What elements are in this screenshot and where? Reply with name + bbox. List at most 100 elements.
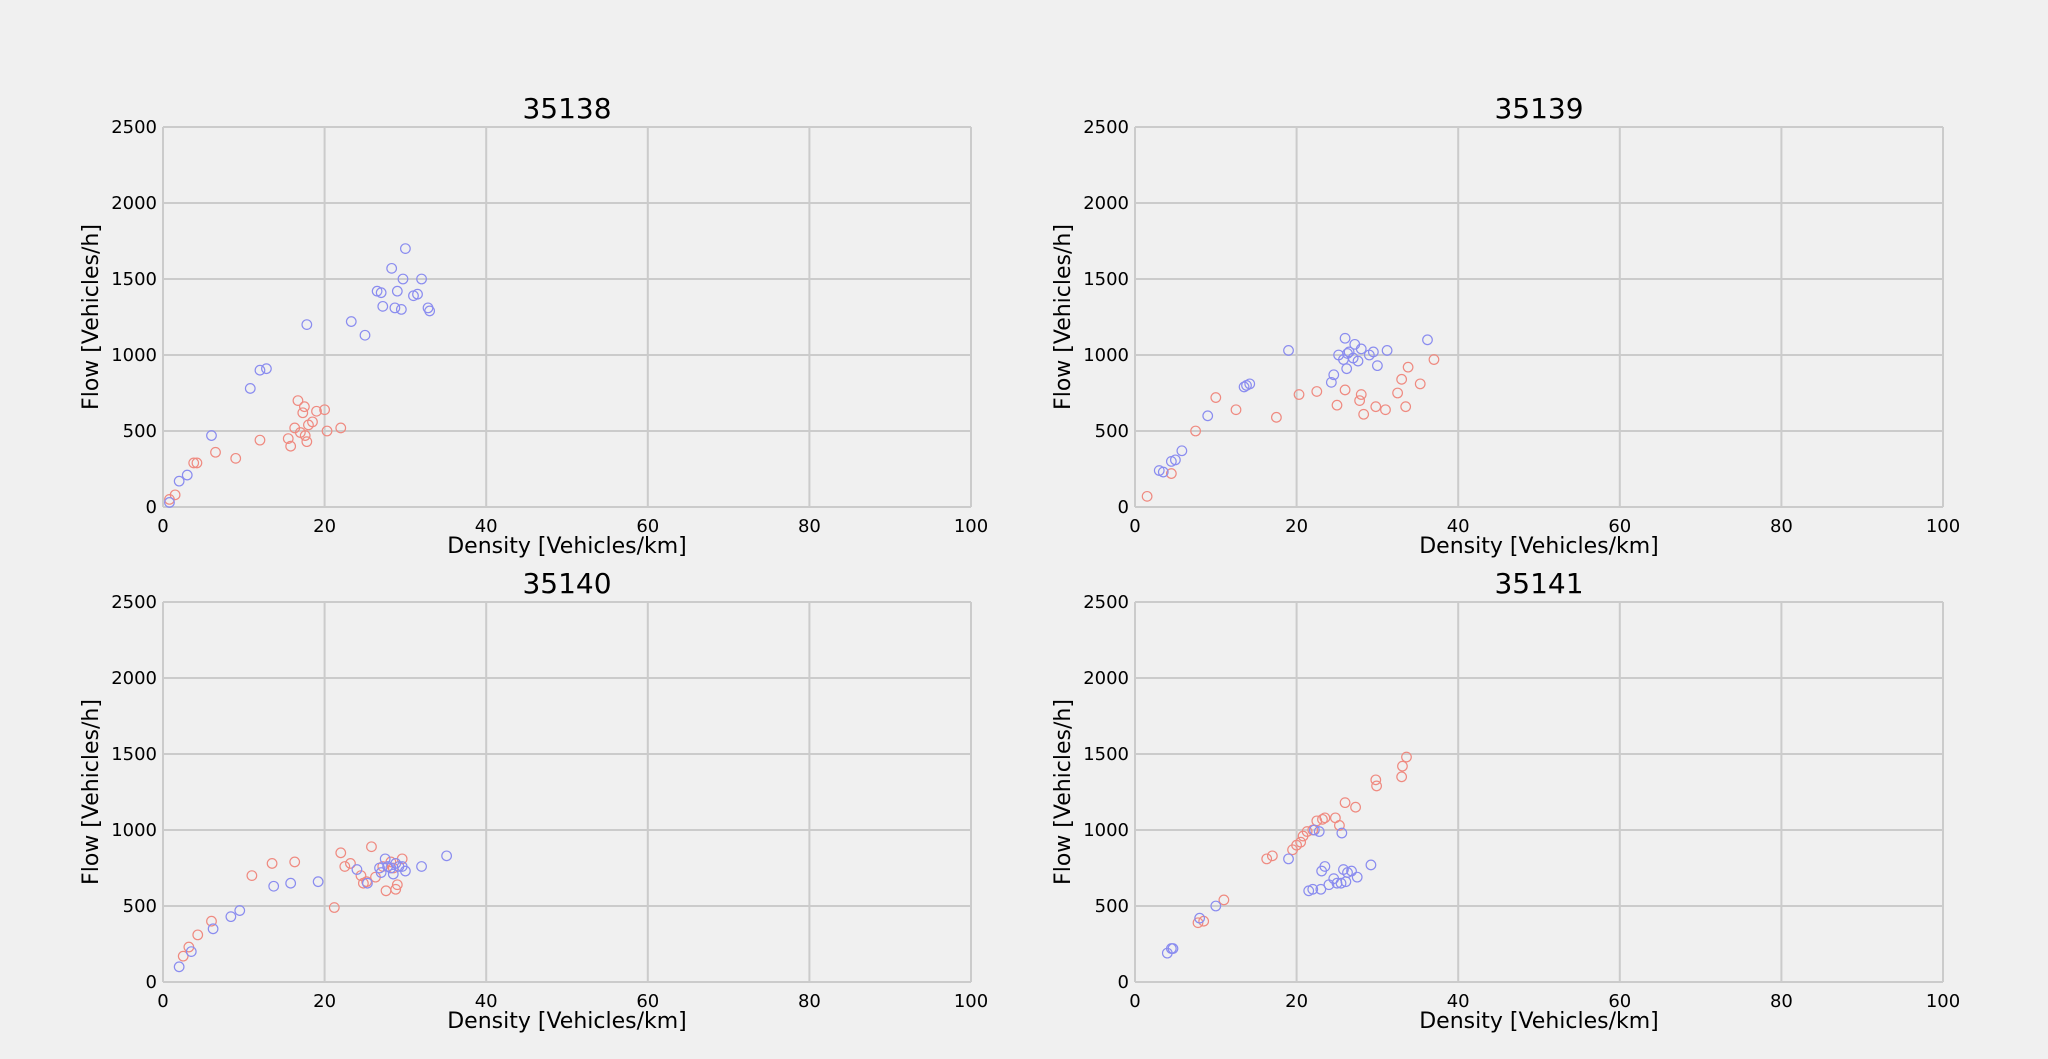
data-point-red — [1266, 850, 1278, 862]
x-tick-label: 40 — [1447, 991, 1470, 1012]
data-point-red — [1319, 812, 1331, 824]
data-point-red — [177, 950, 189, 962]
x-tick-label: 0 — [1129, 516, 1140, 537]
y-tick-label: 1000 — [111, 345, 157, 366]
data-point-blue — [1202, 410, 1214, 422]
data-point-red — [1428, 354, 1440, 365]
data-point-red — [1190, 425, 1201, 437]
data-point-blue — [244, 383, 256, 394]
x-tick-label: 100 — [954, 516, 988, 537]
y-tick-label: 2500 — [111, 592, 157, 613]
data-point-red — [1370, 774, 1382, 786]
data-point-blue — [1283, 853, 1294, 865]
data-point-blue — [400, 243, 411, 255]
data-point-red — [1295, 836, 1307, 848]
data-point-red — [1401, 751, 1412, 763]
data-point-blue — [389, 302, 401, 314]
x-tick-label: 100 — [1926, 516, 1960, 537]
data-point-blue — [390, 858, 402, 869]
data-point-red — [1371, 780, 1382, 792]
data-point-red — [285, 440, 297, 452]
y-tick-label: 0 — [146, 972, 157, 993]
y-tick-label: 1500 — [1083, 744, 1129, 765]
data-point-blue — [268, 880, 280, 892]
y-tick-label: 0 — [1118, 497, 1129, 518]
data-point-blue — [1351, 871, 1363, 883]
series-red — [177, 841, 408, 962]
data-point-blue — [1307, 883, 1319, 895]
series-red — [164, 395, 347, 505]
data-point-red — [1165, 468, 1177, 479]
x-axis-label: Density [Vehicles/km] — [1419, 534, 1659, 559]
data-point-red — [311, 405, 322, 417]
y-tick-label: 1000 — [1083, 345, 1129, 366]
x-axis-label: Density [Vehicles/km] — [447, 534, 687, 559]
data-point-blue — [164, 497, 175, 508]
x-tick-label: 20 — [1285, 991, 1308, 1012]
data-point-blue — [1339, 332, 1351, 344]
data-point-red — [1339, 797, 1351, 809]
data-point-blue — [441, 850, 453, 862]
data-point-red — [1396, 771, 1408, 783]
data-point-red — [319, 404, 331, 416]
y-tick-label: 2000 — [1083, 668, 1129, 689]
data-point-red — [335, 422, 347, 434]
data-point-red — [366, 841, 377, 853]
data-point-blue — [285, 877, 297, 889]
data-point-blue — [1346, 865, 1357, 877]
data-point-red — [254, 434, 266, 446]
data-point-blue — [1365, 859, 1377, 871]
data-point-blue — [1381, 345, 1393, 356]
y-tick-label: 500 — [123, 896, 157, 917]
data-point-red — [282, 433, 294, 445]
data-point-blue — [1422, 334, 1433, 346]
data-point-red — [1380, 404, 1391, 416]
y-tick-label: 0 — [146, 497, 157, 518]
data-point-red — [230, 452, 242, 464]
data-point-blue — [375, 287, 387, 299]
data-point-red — [1317, 813, 1328, 825]
y-axis-label: Flow [Vehicles/h] — [79, 224, 104, 410]
x-tick-label: 100 — [954, 991, 988, 1012]
series-red — [1141, 354, 1440, 502]
y-axis-label: Flow [Vehicles/h] — [1051, 224, 1076, 410]
x-tick-label: 60 — [636, 991, 659, 1012]
data-point-blue — [1367, 346, 1379, 358]
chart-title: 35140 — [522, 567, 611, 600]
y-tick-label: 500 — [1095, 421, 1129, 442]
data-point-blue — [1167, 943, 1179, 954]
data-point-blue — [1210, 900, 1222, 912]
data-point-blue — [362, 877, 373, 889]
series-blue — [1153, 332, 1433, 478]
data-point-blue — [416, 273, 427, 285]
data-point-red — [1210, 392, 1222, 403]
data-point-red — [206, 915, 217, 927]
data-point-blue — [185, 946, 197, 957]
data-point-red — [1400, 401, 1412, 413]
data-point-red — [1141, 490, 1153, 502]
y-axis-label: Flow [Vehicles/h] — [1051, 699, 1076, 885]
data-point-blue — [1169, 454, 1181, 466]
data-point-red — [1350, 801, 1361, 813]
data-point-red — [335, 847, 347, 859]
data-point-blue — [234, 905, 246, 916]
x-tick-label: 20 — [313, 991, 336, 1012]
data-point-red — [328, 902, 340, 913]
y-tick-label: 1000 — [111, 820, 157, 841]
x-tick-label: 80 — [798, 991, 821, 1012]
series-red — [1192, 751, 1412, 929]
data-point-blue — [206, 430, 217, 441]
data-point-red — [1270, 411, 1282, 423]
data-point-blue — [1157, 466, 1169, 478]
chart-title: 35141 — [1494, 567, 1583, 600]
data-point-blue — [374, 862, 385, 874]
data-point-red — [307, 416, 318, 428]
data-point-red — [297, 407, 309, 419]
data-point-blue — [377, 300, 389, 312]
chart-panel-35140: 0 20 40 60 80 1000500100015002000250035140Den… — [79, 567, 988, 1034]
data-point-red — [188, 457, 200, 469]
x-tick-label: 60 — [1608, 516, 1631, 537]
x-tick-label: 60 — [1608, 991, 1631, 1012]
data-point-blue — [1308, 824, 1320, 836]
y-axis-label: Flow [Vehicles/h] — [79, 699, 104, 885]
